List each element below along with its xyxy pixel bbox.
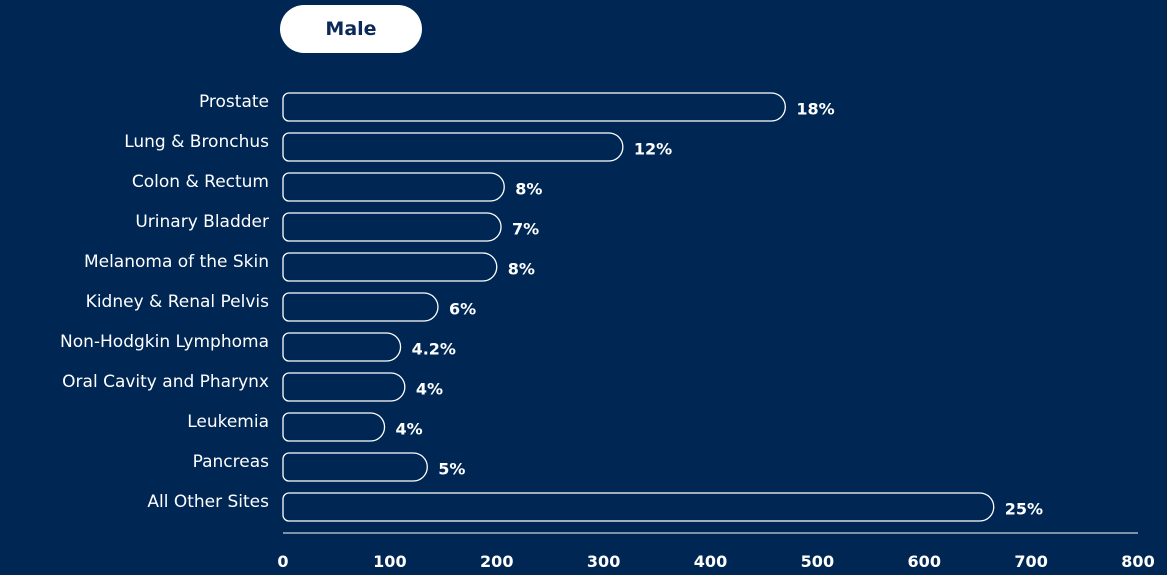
value-label-kidney-and-renal-pelvis: 6% [449, 300, 476, 319]
category-label-pancreas: Pancreas [193, 452, 270, 472]
category-label-oral-cavity-and-pharynx: Oral Cavity and Pharynx [62, 372, 269, 392]
value-label-melanoma-of-the-skin: 8% [508, 260, 535, 279]
x-tick-label-0: 0 [277, 552, 288, 571]
male-tab-button[interactable]: Male [280, 5, 422, 53]
x-tick-label-200: 200 [480, 552, 513, 571]
value-label-lung-and-bronchus: 12% [634, 140, 672, 159]
value-label-oral-cavity-and-pharynx: 4% [416, 380, 443, 399]
category-label-lung-and-bronchus: Lung & Bronchus [124, 132, 269, 152]
category-label-non-hodgkin-lymphoma: Non-Hodgkin Lymphoma [60, 332, 269, 352]
male-tab-label: Male [325, 18, 377, 40]
bar-pancreas[interactable] [282, 452, 428, 482]
bar-prostate[interactable] [282, 92, 786, 122]
bar-non-hodgkin-lymphoma[interactable] [282, 332, 402, 362]
value-label-leukemia: 4% [396, 420, 423, 439]
x-tick-label-800: 800 [1121, 552, 1154, 571]
x-tick-label-400: 400 [694, 552, 727, 571]
category-label-leukemia: Leukemia [187, 412, 269, 432]
category-label-colon-and-rectum: Colon & Rectum [132, 172, 269, 192]
bar-urinary-bladder[interactable] [282, 212, 502, 242]
value-label-pancreas: 5% [438, 460, 465, 479]
category-label-urinary-bladder: Urinary Bladder [135, 212, 269, 232]
bar-kidney-and-renal-pelvis[interactable] [282, 292, 439, 322]
value-label-colon-and-rectum: 8% [515, 180, 542, 199]
x-tick-label-700: 700 [1014, 552, 1047, 571]
category-label-melanoma-of-the-skin: Melanoma of the Skin [84, 252, 269, 272]
category-label-kidney-and-renal-pelvis: Kidney & Renal Pelvis [86, 292, 269, 312]
bar-lung-and-bronchus[interactable] [282, 132, 624, 162]
bar-oral-cavity-and-pharynx[interactable] [282, 372, 406, 402]
value-label-all-other-sites: 25% [1005, 500, 1043, 519]
category-label-all-other-sites: All Other Sites [147, 492, 269, 512]
bar-leukemia[interactable] [282, 412, 386, 442]
x-tick-label-300: 300 [587, 552, 620, 571]
x-tick-label-500: 500 [801, 552, 834, 571]
x-tick-label-100: 100 [373, 552, 406, 571]
bar-colon-and-rectum[interactable] [282, 172, 505, 202]
value-label-prostate: 18% [796, 100, 834, 119]
value-label-non-hodgkin-lymphoma: 4.2% [412, 340, 456, 359]
category-label-prostate: Prostate [199, 92, 269, 112]
bar-all-other-sites[interactable] [282, 492, 995, 522]
x-tick-label-600: 600 [908, 552, 941, 571]
value-label-urinary-bladder: 7% [512, 220, 539, 239]
bar-melanoma-of-the-skin[interactable] [282, 252, 498, 282]
